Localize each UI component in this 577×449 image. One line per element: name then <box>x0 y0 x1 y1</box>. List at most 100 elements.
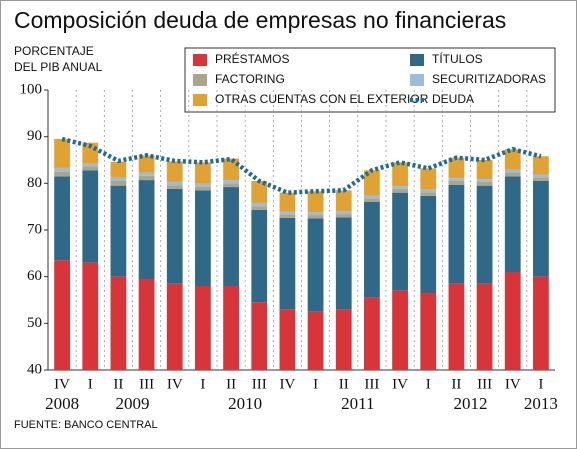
bar-segment <box>448 178 465 181</box>
bar-segment <box>392 186 408 189</box>
bar-segment <box>54 260 70 370</box>
x-tick-label: II <box>339 376 349 392</box>
bar-segment <box>420 189 437 193</box>
bar-segment <box>82 262 99 370</box>
bar-segment <box>448 184 465 284</box>
bar-segment <box>504 169 521 173</box>
legend-label: OTRAS CUENTAS CON EL EXTERIOR <box>215 92 429 106</box>
bar-segment <box>533 177 549 181</box>
bar-segment <box>504 172 521 177</box>
y-tick-label: 100 <box>20 81 43 97</box>
legend-swatch <box>193 94 207 106</box>
bar-segment <box>110 181 127 186</box>
y-tick-label: 70 <box>27 221 42 237</box>
legend-swatch <box>410 54 424 66</box>
x-tick-label: III <box>477 376 492 392</box>
x-tick-label: I <box>538 376 543 392</box>
legend-label: FACTORING <box>215 72 285 86</box>
bar-segment <box>166 161 183 182</box>
x-tick-label: IV <box>392 376 408 392</box>
legend-label: DEUDA <box>432 92 474 106</box>
bar-segment <box>476 179 493 182</box>
legend-swatch <box>193 54 207 66</box>
x-group-label: 2013 <box>524 394 558 413</box>
bar-segment <box>392 192 408 291</box>
bar-segment <box>223 286 239 370</box>
y-label: DEL PIB ANUAL <box>14 60 103 74</box>
x-group-label: 2011 <box>341 394 374 413</box>
bar-segment <box>251 206 268 210</box>
bar-segment <box>54 167 70 172</box>
bar-segment <box>279 309 296 370</box>
bar-segment <box>533 181 549 277</box>
line <box>61 136 542 195</box>
x-tick-label: IV <box>505 376 521 392</box>
legend-label: TÍTULOS <box>432 51 483 66</box>
chart-title: Composición deuda de empresas no financi… <box>14 7 506 33</box>
bar-segment <box>279 217 296 310</box>
x-tick-label: I <box>200 376 205 392</box>
bar-segment <box>420 192 437 196</box>
bar-segment <box>166 181 183 186</box>
bar-segment <box>110 161 127 178</box>
bar-segment <box>335 309 352 370</box>
bar-segment <box>251 181 268 203</box>
bar-segment <box>364 195 380 199</box>
bar-segment <box>476 160 493 180</box>
x-tick-label: I <box>88 376 93 392</box>
x-group-label: 2012 <box>454 394 488 413</box>
bar-segment <box>307 218 324 312</box>
source: FUENTE: BANCO CENTRAL <box>14 419 158 431</box>
x-group-label: 2010 <box>228 394 262 413</box>
bar-segment <box>82 163 99 167</box>
bar-segment <box>138 172 155 176</box>
x-tick-label: III <box>139 376 154 392</box>
x-group-label: 2009 <box>116 394 150 413</box>
bar-segment <box>476 185 493 284</box>
bar-segment <box>54 139 70 168</box>
bar-segment <box>223 180 239 184</box>
bar-segment <box>448 181 465 185</box>
y-tick-label: 60 <box>27 268 42 284</box>
bar-segment <box>533 276 549 370</box>
x-tick-label: III <box>364 376 379 392</box>
bar-segment <box>138 175 155 181</box>
bar-segment <box>420 293 437 370</box>
x-tick-label: IV <box>167 376 183 392</box>
y-tick-label: 40 <box>27 361 42 377</box>
x-tick-label: I <box>426 376 431 392</box>
bar-segment <box>504 149 521 170</box>
bar-segment <box>251 302 268 370</box>
bar-segment <box>335 217 352 310</box>
x-tick-label: II <box>226 376 236 392</box>
bar-segment <box>54 176 70 261</box>
x-tick-label: I <box>313 376 318 392</box>
bar-segment <box>335 211 352 215</box>
bar-segment <box>335 214 352 218</box>
legend-swatch <box>193 74 207 86</box>
bar-segment <box>166 188 183 284</box>
bar-segment <box>166 283 183 370</box>
bar-segment <box>195 186 211 191</box>
bar-segment <box>195 183 211 187</box>
y-tick-label: 90 <box>27 128 42 144</box>
bar-segment <box>533 156 549 175</box>
bar-segment <box>420 195 437 293</box>
bar-segment <box>195 162 211 184</box>
y-label: PORCENTAJE <box>14 44 94 58</box>
bar-segment <box>364 297 380 370</box>
x-group-label: 2008 <box>45 394 79 413</box>
bar-segment <box>138 180 155 279</box>
bar-segment <box>251 209 268 303</box>
bar-segment <box>392 290 408 370</box>
bar-segment <box>392 162 408 187</box>
bar-segment <box>476 283 493 370</box>
bar-segment <box>307 311 324 370</box>
bar-segment <box>533 174 549 178</box>
bar-segment <box>110 276 127 370</box>
bar-segment <box>223 183 239 188</box>
bar-segment <box>110 177 127 181</box>
bar-segment <box>335 190 352 212</box>
bar-segment <box>476 181 493 186</box>
bar-segment <box>82 166 99 171</box>
